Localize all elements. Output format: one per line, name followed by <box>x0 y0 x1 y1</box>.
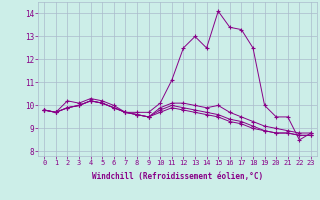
X-axis label: Windchill (Refroidissement éolien,°C): Windchill (Refroidissement éolien,°C) <box>92 172 263 181</box>
